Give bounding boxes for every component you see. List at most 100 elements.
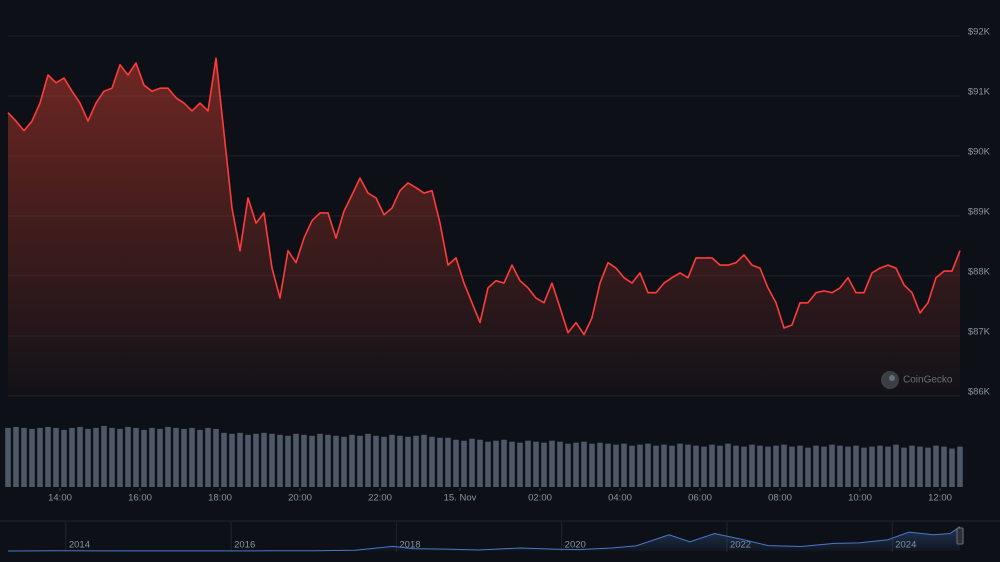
volume-bar — [205, 427, 211, 487]
navigator-handle[interactable] — [956, 527, 964, 545]
volume-bar — [69, 427, 75, 487]
volume-bar — [469, 438, 475, 487]
volume-bar — [869, 446, 875, 487]
y-tick-label: $88K — [968, 266, 991, 277]
y-tick-label: $87K — [968, 326, 991, 337]
x-tick-label: 10:00 — [848, 493, 872, 504]
x-tick-label: 15. Nov — [444, 493, 477, 504]
volume-bar — [349, 434, 355, 487]
volume-bar — [5, 427, 11, 487]
volume-bar — [733, 445, 739, 487]
watermark-logo-eye — [889, 375, 895, 381]
volume-bar — [189, 427, 195, 487]
volume-bar — [525, 440, 531, 487]
volume-bar — [781, 444, 787, 487]
volume-bar — [949, 448, 955, 487]
volume-bar — [573, 442, 579, 487]
price-line — [7, 57, 961, 336]
volume-bar — [821, 446, 827, 487]
x-tick-label: 02:00 — [528, 493, 552, 504]
volume-bar — [629, 445, 635, 487]
volume-bar — [165, 426, 171, 487]
volume-bar — [637, 444, 643, 487]
volume-bar — [925, 447, 931, 487]
plot — [7, 57, 961, 400]
volume-bar — [589, 443, 595, 487]
volume-bar — [957, 446, 963, 487]
x-tick-label: 08:00 — [768, 493, 792, 504]
volume-bar — [445, 437, 451, 487]
volume-bar — [797, 445, 803, 487]
volume-bar — [685, 444, 691, 487]
volume-bar — [133, 427, 139, 487]
navigator-line — [7, 526, 961, 552]
volume-bar — [669, 445, 675, 487]
volume-bar — [693, 445, 699, 487]
volume-bar — [709, 444, 715, 487]
watermark-text: CoinGecko — [903, 375, 953, 386]
volume-bar — [261, 432, 267, 487]
volume-bar — [557, 441, 563, 487]
volume-bar — [653, 445, 659, 487]
navigator-area — [8, 526, 960, 551]
volume-bar — [405, 436, 411, 487]
volume-bar — [381, 436, 387, 487]
y-tick-label: $86K — [968, 386, 991, 397]
volume-bar — [109, 427, 115, 487]
volume-bar — [421, 434, 427, 487]
volume-bar — [29, 428, 35, 487]
y-tick-label: $91K — [968, 86, 991, 97]
volume-bar — [301, 434, 307, 487]
volume-bar — [509, 441, 515, 487]
navigator: 201420162018202020222024 — [7, 522, 964, 552]
volume-bar — [85, 428, 91, 487]
y-tick-label: $89K — [968, 206, 991, 217]
volume-bar — [861, 447, 867, 487]
volume-bar — [437, 437, 443, 487]
x-tick-label: 06:00 — [688, 493, 712, 504]
volume-bar — [701, 446, 707, 487]
volume-bar — [533, 441, 539, 487]
volume-bar — [229, 433, 235, 487]
volume-bar — [773, 445, 779, 487]
volume-bar — [901, 447, 907, 487]
volume-bar — [309, 435, 315, 487]
x-tick-label: 18:00 — [208, 493, 232, 504]
x-tick-label: 22:00 — [368, 493, 392, 504]
volume-bar — [37, 427, 43, 487]
volume-bar — [365, 433, 371, 487]
axes: $86K $87K $88K $89K $90K $91K $92K 14:00 16:00 18… — [48, 26, 991, 503]
volume-bar — [45, 426, 51, 487]
navigator-tick-label: 2016 — [234, 540, 255, 551]
volume-bar — [293, 433, 299, 487]
volume-bar — [853, 445, 859, 487]
volume-bar — [173, 427, 179, 487]
volume-bar — [805, 447, 811, 487]
volume-bar — [125, 426, 131, 487]
volume-bar — [661, 444, 667, 487]
x-tick-label: 20:00 — [288, 493, 312, 504]
volume-bar — [333, 435, 339, 487]
volume-bar — [277, 434, 283, 487]
volume-bar — [757, 445, 763, 487]
volume-bar — [373, 435, 379, 487]
volume-bar — [253, 433, 259, 487]
volume-bar — [645, 443, 651, 487]
volume-bar — [21, 427, 27, 487]
volume-bar — [909, 445, 915, 487]
volume-bar — [621, 443, 627, 487]
volume-bar — [877, 445, 883, 487]
volume-bar — [613, 444, 619, 487]
volume-bar — [13, 426, 19, 487]
volume-bar — [493, 440, 499, 487]
volume-bar — [565, 443, 571, 487]
volume-bars — [5, 425, 963, 487]
volume-bar — [269, 433, 275, 487]
volume-bar — [413, 435, 419, 487]
volume-bar — [357, 435, 363, 487]
y-tick-label: $92K — [968, 26, 991, 37]
volume-bar — [429, 436, 435, 487]
volume-bar — [941, 446, 947, 487]
volume-bar — [885, 446, 891, 487]
price-area — [8, 58, 960, 400]
